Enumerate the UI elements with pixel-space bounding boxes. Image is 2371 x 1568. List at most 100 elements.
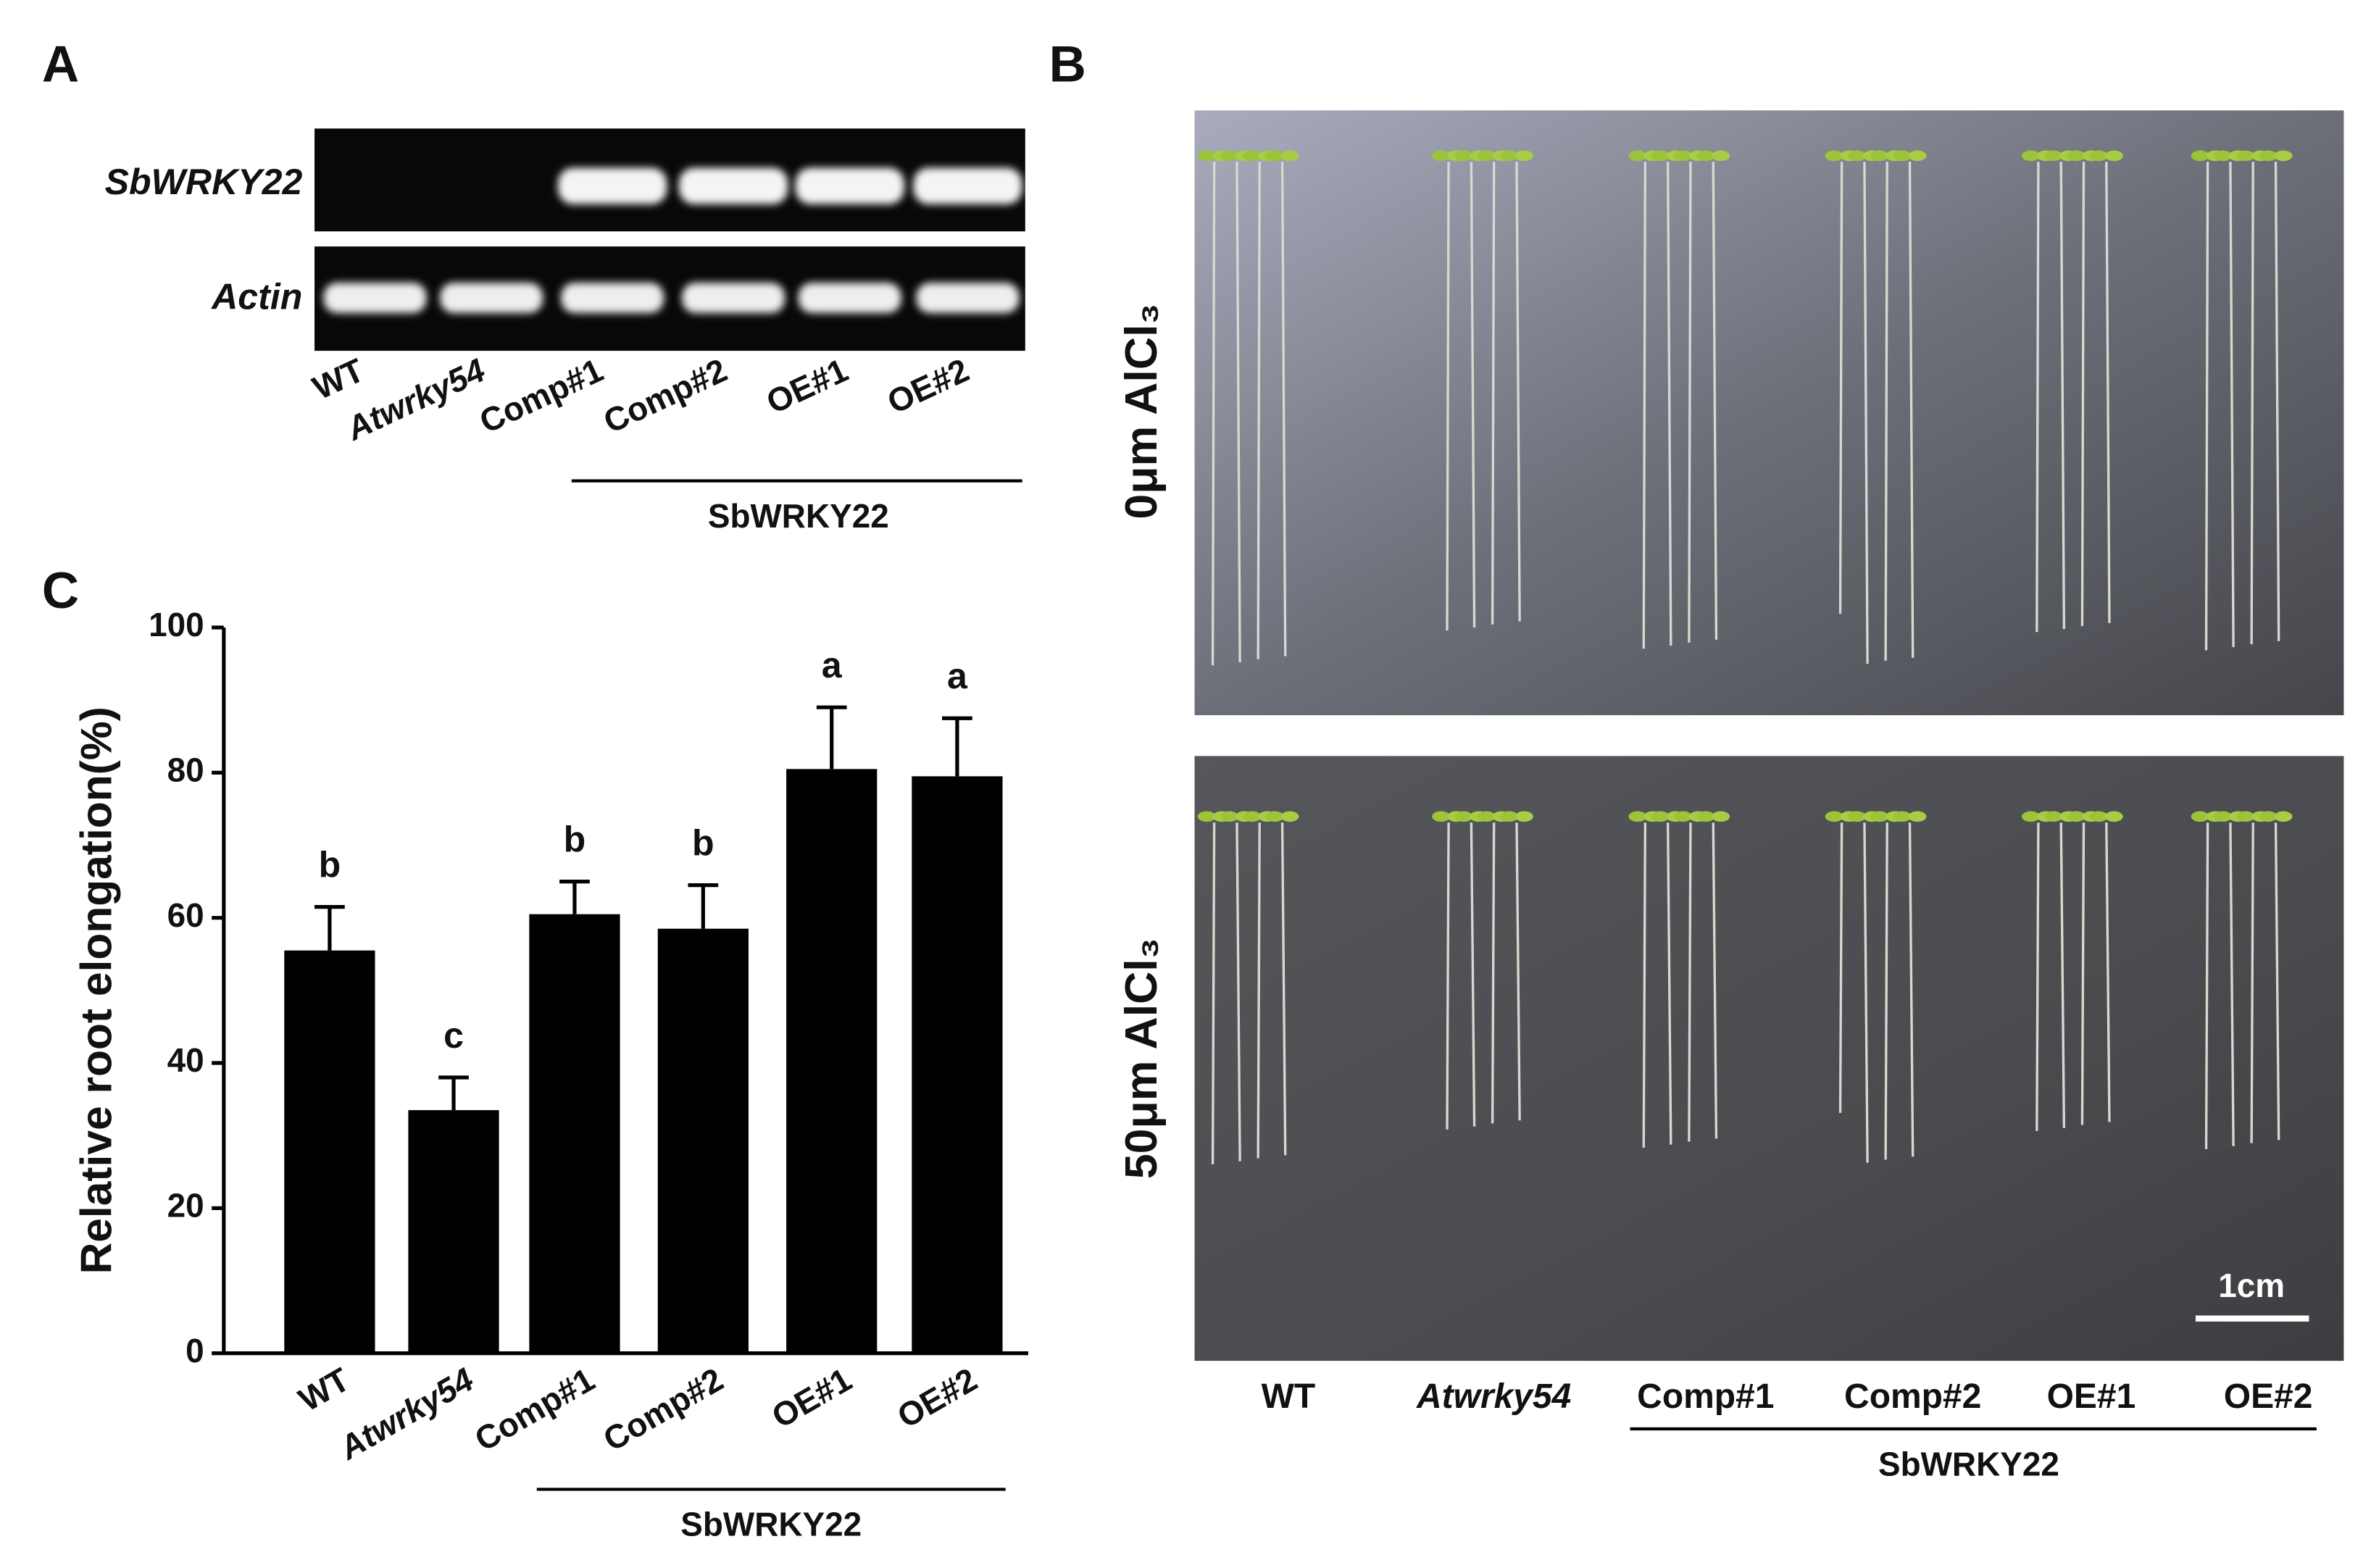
cotyledon — [1825, 150, 1843, 162]
cotyledon — [1432, 150, 1451, 162]
root — [1491, 162, 1496, 625]
condition-label: 0μm AlCl₃ — [1116, 304, 1167, 520]
root — [2204, 822, 2209, 1149]
lane-label: Comp#1 — [474, 351, 609, 441]
root — [1211, 162, 1216, 666]
cotyledon — [1696, 811, 1715, 822]
panel-letter: C — [42, 562, 79, 620]
cotyledon — [1908, 811, 1927, 822]
root — [1515, 822, 1521, 1121]
cotyledon — [1265, 811, 1284, 822]
cotyledon — [2213, 811, 2233, 822]
band — [795, 167, 904, 204]
root — [2105, 162, 2111, 623]
cotyledon — [2044, 150, 2063, 162]
cotyledon — [2274, 811, 2293, 822]
lane-label: OE#1 — [2047, 1377, 2136, 1416]
cotyledon — [2067, 150, 2085, 162]
root — [1257, 822, 1261, 1159]
lane-label: OE#2 — [882, 351, 975, 421]
root — [1446, 162, 1450, 631]
bar — [786, 769, 878, 1354]
gel-bands — [323, 167, 1022, 313]
cotyledon — [1220, 150, 1239, 162]
cotyledon — [1500, 811, 1519, 822]
cotyledon — [1628, 150, 1647, 162]
cotyledon — [2259, 811, 2278, 822]
cotyledon — [1908, 150, 1927, 162]
cotyledon — [2104, 150, 2123, 162]
root — [1446, 822, 1450, 1130]
bar — [912, 776, 1003, 1354]
root — [1211, 822, 1216, 1164]
lane-label: OE#2 — [2224, 1377, 2313, 1416]
lane-label: OE#1 — [761, 351, 854, 421]
root — [2204, 162, 2209, 651]
root — [1666, 822, 1672, 1145]
band — [682, 283, 786, 313]
band — [913, 167, 1022, 204]
y-tick-label: 20 — [167, 1186, 204, 1224]
root — [2059, 822, 2066, 1128]
root — [1863, 822, 1869, 1163]
lane-label: Atwrky54 — [340, 351, 491, 448]
significance-letter: b — [564, 820, 586, 860]
root — [1470, 822, 1476, 1127]
cotyledon — [1847, 150, 1867, 162]
root — [1838, 822, 1843, 1113]
cotyledon — [1477, 150, 1496, 162]
cotyledon — [2067, 811, 2085, 822]
plate-photo — [1194, 756, 2344, 1361]
bar-chart: 0 20 40 60 80 100 b WT c Atwrky54 b Comp#1 b Comp#2 a O… — [149, 606, 1028, 1467]
cotyledon — [2236, 811, 2255, 822]
root — [1257, 162, 1261, 659]
cotyledon — [1893, 811, 1912, 822]
cotyledon — [1500, 150, 1519, 162]
cotyledon — [1280, 811, 1299, 822]
cotyledon — [1197, 150, 1216, 162]
significance-letter: a — [822, 645, 843, 685]
bar — [408, 1110, 499, 1354]
root — [2059, 162, 2066, 630]
cotyledon — [1514, 811, 1533, 822]
root — [2080, 822, 2085, 1125]
root — [2080, 162, 2085, 626]
lane-label: Comp#2 — [1844, 1377, 1981, 1416]
x-tick-label: Comp#2 — [597, 1360, 730, 1459]
cotyledon — [1674, 811, 1693, 822]
gene-label: Actin — [210, 276, 302, 317]
cotyledon — [1847, 811, 1867, 822]
root — [1908, 822, 1914, 1157]
cotyledon — [1825, 811, 1843, 822]
band — [916, 283, 1020, 313]
cotyledon — [1893, 150, 1912, 162]
cotyledon — [2259, 150, 2278, 162]
x-tick-label: WT — [292, 1360, 356, 1419]
cotyledon — [1514, 150, 1533, 162]
cotyledon — [2089, 811, 2108, 822]
lane-labels: WT Atwrky54 Comp#1 Comp#2 OE#1 OE#2 — [1262, 1377, 2313, 1416]
root — [2229, 822, 2235, 1146]
cotyledon — [1712, 811, 1730, 822]
cotyledon — [1870, 811, 1889, 822]
bar — [657, 928, 749, 1354]
cotyledon — [1432, 811, 1451, 822]
cotyledon — [2213, 150, 2233, 162]
root — [1280, 162, 1287, 656]
significance-letter: a — [947, 656, 968, 696]
y-tick-label: 80 — [167, 751, 204, 788]
lane-label: Comp#2 — [598, 351, 733, 441]
cotyledon — [2021, 150, 2041, 162]
cotyledon — [2191, 811, 2209, 822]
root — [1666, 162, 1672, 646]
cotyledon — [2236, 150, 2255, 162]
cotyledon — [1243, 150, 1262, 162]
cotyledon — [1197, 811, 1216, 822]
group-label: SbWRKY22 — [1878, 1445, 2059, 1482]
band — [323, 283, 427, 313]
root — [1642, 162, 1647, 649]
root — [1838, 162, 1843, 614]
root — [2035, 162, 2040, 633]
cotyledon — [1712, 150, 1730, 162]
